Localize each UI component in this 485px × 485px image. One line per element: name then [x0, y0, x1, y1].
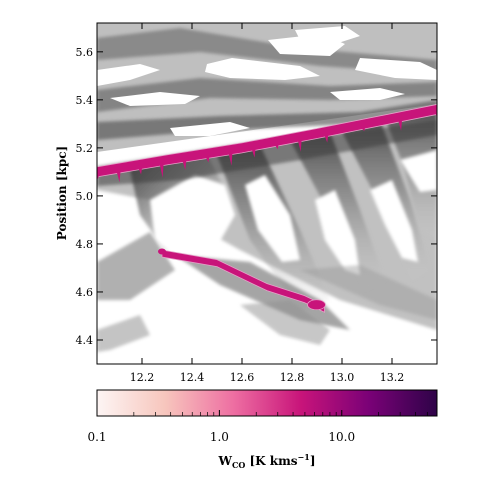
lower-streak-4	[300, 265, 437, 320]
colorbar-frame	[96, 389, 438, 417]
co-tendril	[116, 171, 121, 183]
colorbar: 0.1 1.0 10.0 WCO [K kms−1]	[87, 389, 438, 470]
co-tendril	[361, 127, 366, 132]
x-tick-label: 12.2	[130, 371, 155, 384]
y-tick-label: 5.4	[76, 94, 94, 107]
plot-frame	[96, 22, 438, 365]
white-gap-3	[205, 58, 320, 80]
under-ridge-shadow	[97, 120, 437, 186]
white-gap-6	[97, 64, 160, 86]
co-tendril	[274, 144, 279, 150]
y-tick-label: 4.8	[76, 238, 94, 251]
x-tick-label: 12.8	[280, 371, 305, 384]
x-tick-label: 13.2	[380, 371, 405, 384]
co-tendril	[228, 152, 233, 166]
colorbar-fill	[97, 390, 437, 416]
colorbar-tick-label: 1.0	[210, 430, 229, 444]
lower-streak-3	[240, 300, 330, 345]
white-gap-7	[330, 88, 405, 100]
white-gap-2	[295, 26, 360, 44]
gray-density-field	[97, 23, 437, 352]
y-axis-label: Position [kpc]	[55, 146, 69, 240]
co-feature	[97, 104, 437, 178]
colorbar-axis: 0.1 1.0 10.0	[87, 410, 428, 444]
co-tendril	[159, 163, 164, 178]
colorbar-label-main: W	[217, 454, 232, 468]
upper-band-dark-2	[97, 78, 437, 112]
co-emission-layer	[97, 104, 437, 313]
co-tendril	[205, 156, 210, 163]
white-gap-4	[355, 58, 437, 80]
co-tendril	[324, 134, 329, 143]
white-void-5	[400, 150, 437, 192]
y-tick-label: 4.6	[76, 286, 94, 299]
colorbar-label-close: ]	[310, 454, 316, 468]
y-tick-label: 5.2	[76, 142, 94, 155]
co-clump-blob	[158, 248, 166, 255]
colorbar-tick-label: 10.0	[328, 430, 355, 444]
co-tendril	[251, 148, 256, 158]
x-tick-label: 12.4	[180, 371, 205, 384]
colorbar-label-sup: −1	[298, 452, 310, 462]
colorbar-tick-label: 0.1	[87, 430, 106, 444]
co-tendril	[398, 119, 403, 131]
y-tick-label: 5.0	[76, 190, 94, 203]
co-tendril	[182, 160, 187, 171]
y-tick-label: 5.6	[76, 46, 94, 59]
x-axis: 12.2 12.4 12.6 12.8 13.0 13.2	[130, 23, 405, 384]
white-void-1	[150, 175, 235, 260]
colorbar-label-sub: CO	[232, 460, 245, 470]
co-feature	[161, 249, 325, 313]
white-gap-5	[110, 92, 200, 106]
co-tendril	[297, 139, 302, 152]
y-tick-label: 4.4	[76, 334, 94, 347]
heatmap-panel: 12.2 12.4 12.6 12.8 13.0 13.2 4.4 4.6 4.8 5.0 5.2…	[55, 22, 438, 384]
white-gap-8	[170, 122, 250, 136]
white-void-4	[370, 180, 418, 262]
co-tendril	[138, 167, 143, 175]
x-tick-label: 12.6	[230, 371, 255, 384]
white-void-3	[315, 190, 360, 275]
colorbar-label-unit: [K kms	[245, 454, 297, 468]
y-axis: 4.4 4.6 4.8 5.0 5.2 5.4 5.6	[76, 46, 437, 347]
x-tick-label: 13.0	[330, 371, 355, 384]
lower-streak-5	[97, 315, 150, 352]
colorbar-label: WCO [K kms−1]	[217, 452, 315, 470]
white-void-2	[245, 175, 300, 262]
upper-band-dark-1	[97, 28, 437, 74]
lower-streak-2	[175, 255, 350, 330]
lower-streak-1	[97, 232, 175, 300]
co-clump-head	[307, 299, 326, 311]
